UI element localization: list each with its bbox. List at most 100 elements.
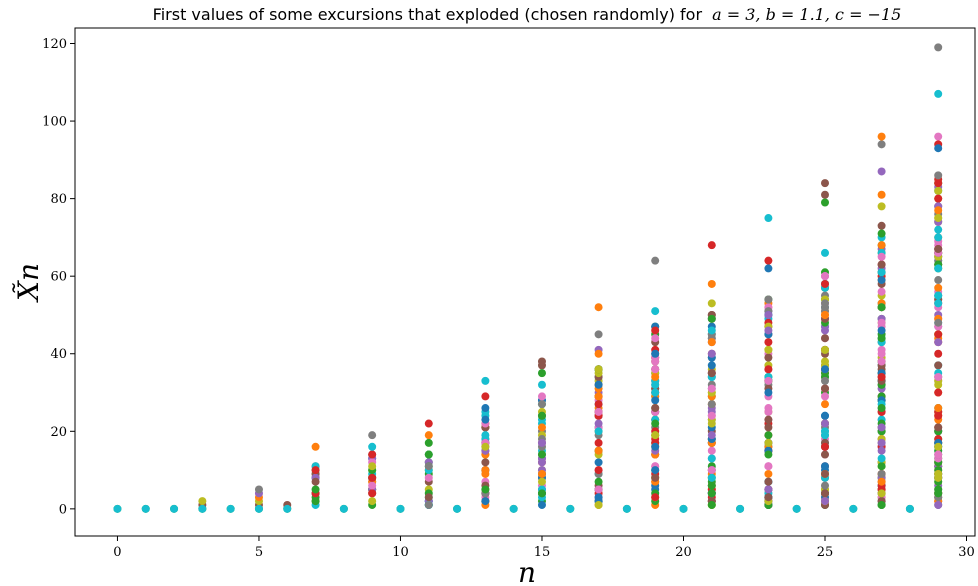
data-point [877,357,886,366]
y-tick-label: 40 [50,347,67,362]
data-point [707,361,716,370]
data-point [764,256,773,265]
data-point [170,504,179,513]
data-point [934,473,943,482]
data-point [821,179,829,188]
data-point [594,427,603,436]
data-point [821,279,829,288]
data-point [821,392,829,401]
data-point [821,310,829,319]
data-point [594,349,603,358]
data-point [877,477,886,486]
data-point [707,446,716,455]
data-point [877,268,886,277]
data-point [877,190,886,199]
data-point [934,233,943,242]
data-point [537,500,546,509]
data-point [283,504,292,513]
data-point [877,287,886,296]
data-point [651,307,660,316]
data-point [934,411,943,420]
data-point [849,504,858,513]
data-point [481,415,490,424]
data-point [311,477,320,486]
data-point [821,431,829,440]
data-point [707,338,716,347]
data-point [821,299,829,308]
data-point [934,264,943,273]
data-point [424,438,433,447]
data-point [905,504,914,513]
data-point [707,299,716,308]
data-point [877,404,886,413]
data-point [934,489,943,498]
data-point [764,450,773,459]
data-point [594,485,603,494]
data-point [481,442,490,451]
data-point [934,373,943,382]
data-point [594,446,603,455]
data-point [424,493,433,502]
data-point [877,260,886,269]
data-point [707,349,716,358]
data-point [198,497,207,506]
data-point [651,326,660,335]
data-point [934,423,943,432]
data-point [764,365,773,374]
data-point [934,349,943,358]
data-point [254,504,263,513]
x-tick-label: 25 [817,545,834,560]
data-point [311,442,320,451]
data-point [934,450,943,459]
data-point [877,334,886,343]
data-point [934,299,943,308]
data-point [651,404,660,413]
data-point [877,423,886,432]
data-point [934,89,943,98]
data-point [594,365,603,374]
data-point [821,489,829,498]
data-point [934,291,943,300]
data-point [877,489,886,498]
data-point [934,500,943,509]
data-point [594,303,603,312]
data-point [707,500,716,509]
data-point [707,481,716,490]
data-point [481,431,490,440]
data-point [764,415,773,424]
data-point [537,450,546,459]
data-point [594,500,603,509]
data-point [821,376,829,385]
data-point [339,504,348,513]
data-point [821,450,829,459]
data-point [877,326,886,335]
data-point [707,314,716,323]
data-point [651,373,660,382]
data-point [622,504,631,513]
x-tick-label: 5 [255,545,263,560]
data-point [821,411,829,420]
chart-title-text: First values of some excursions that exp… [153,5,703,24]
data-point [764,388,773,397]
data-point [821,345,829,354]
data-point [594,493,603,502]
data-point [877,500,886,509]
data-point [594,458,603,467]
data-point [537,423,546,432]
data-point [651,442,660,451]
data-point [821,272,829,281]
y-tick-label: 20 [50,425,67,440]
y-tick-label: 0 [59,502,67,517]
data-point [764,477,773,486]
chart-title: First values of some excursions that exp… [153,5,902,24]
data-point [877,454,886,463]
data-point [594,330,603,339]
data-point [368,489,377,498]
points-layer [113,43,943,513]
data-point [368,497,377,506]
data-point [368,481,377,490]
x-tick-label: 10 [392,545,409,560]
data-point [368,473,377,482]
x-tick-label: 30 [958,545,975,560]
data-point [368,450,377,459]
